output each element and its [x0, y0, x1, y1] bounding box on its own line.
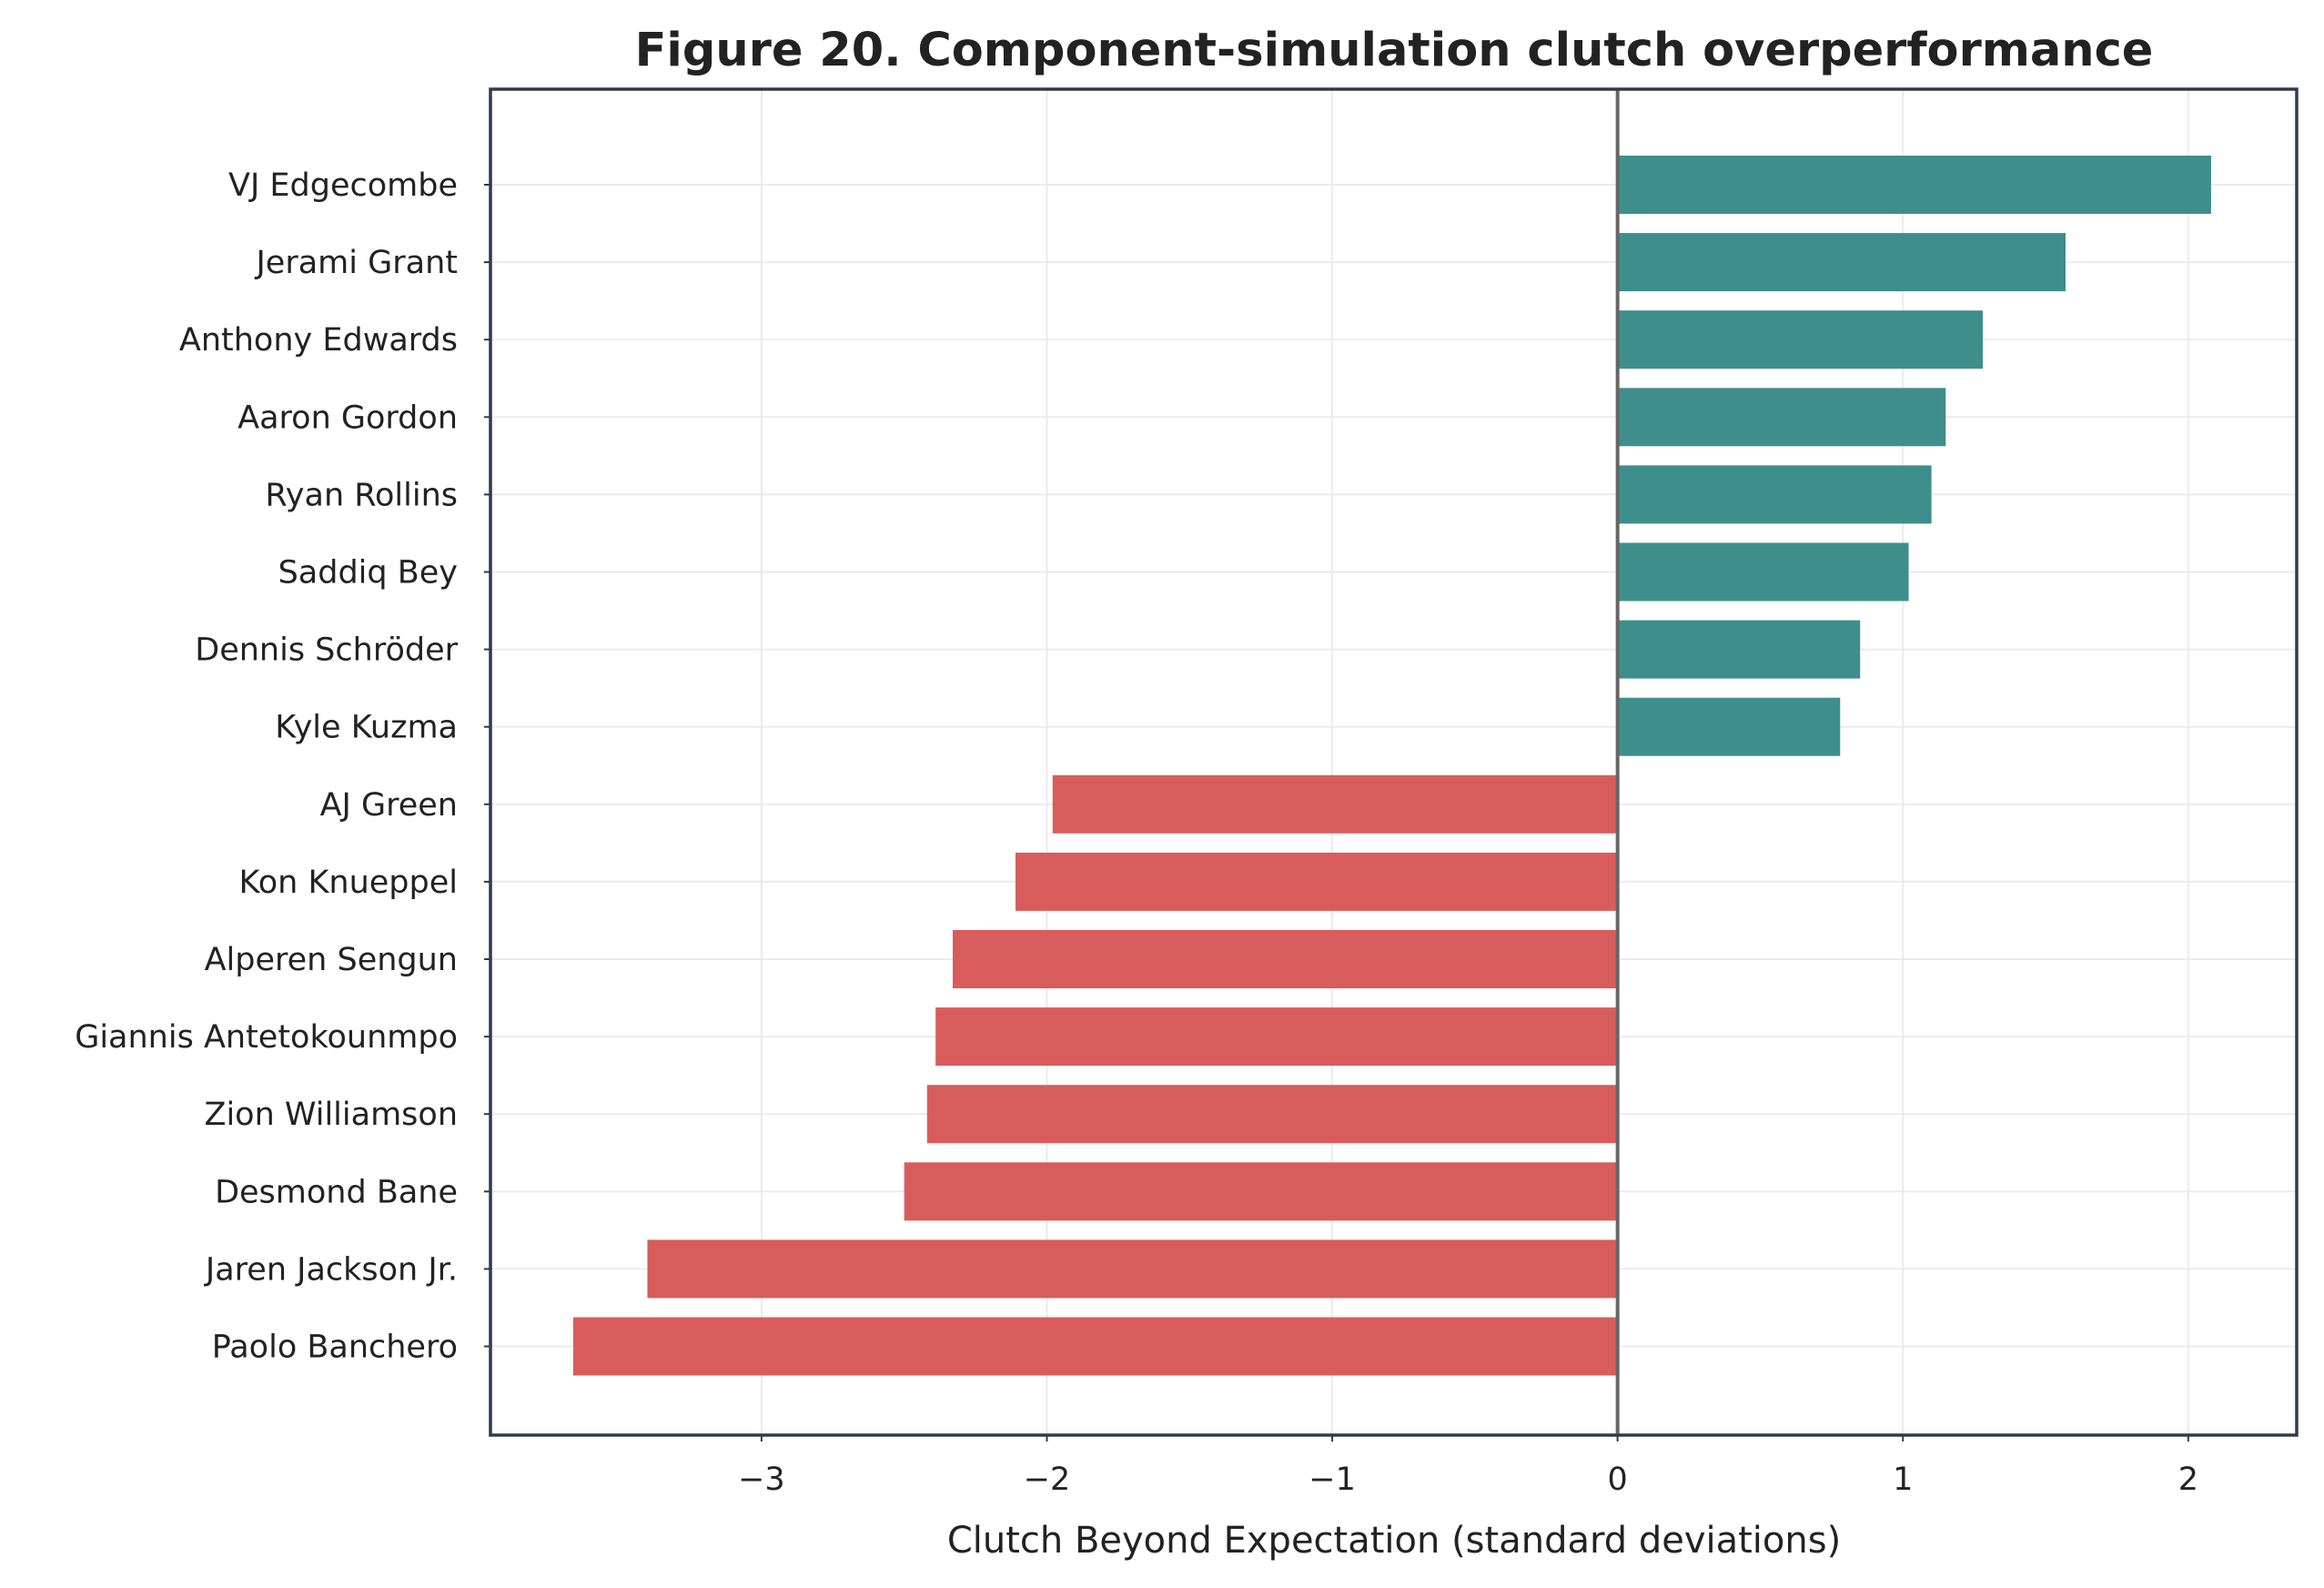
bar [1617, 542, 1909, 602]
x-tick-label: 1 [1893, 1462, 1913, 1498]
bar [1617, 697, 1841, 756]
y-tick-label: Ryan Rollins [265, 477, 458, 513]
x-tick-label: 0 [1608, 1462, 1628, 1498]
bar [953, 930, 1618, 988]
bar [1617, 310, 1984, 369]
chart-title: Figure 20. Component-simulation clutch o… [635, 24, 2154, 77]
y-tick-label: Dennis Schröder [195, 632, 458, 669]
y-tick-label: Paolo Banchero [212, 1330, 458, 1366]
bar [1617, 388, 1946, 447]
y-tick-label: Zion Williamson [204, 1097, 458, 1133]
bar [572, 1317, 1618, 1376]
bar [1617, 233, 2066, 292]
y-tick-label: Aaron Gordon [237, 400, 458, 436]
bar [935, 1007, 1618, 1067]
bar [904, 1162, 1618, 1221]
y-tick-label: Kon Knueppel [239, 865, 458, 901]
y-tick-label: Alperen Sengun [205, 942, 458, 978]
plot-frame [489, 87, 2299, 1437]
x-tick-label: −1 [1309, 1462, 1356, 1498]
x-tick-label: −2 [1024, 1462, 1071, 1498]
bar [1617, 620, 1861, 679]
y-tick-label: AJ Green [320, 787, 458, 824]
bar [647, 1239, 1618, 1299]
bar [1015, 852, 1618, 911]
bar [1052, 774, 1618, 834]
x-tick-label: −3 [738, 1462, 785, 1498]
y-tick-label: Anthony Edwards [179, 322, 458, 359]
y-tick-label: Kyle Kuzma [275, 710, 458, 746]
x-axis-label: Clutch Beyond Expectation (standard devi… [947, 1520, 1841, 1562]
y-tick-label: Jaren Jackson Jr. [204, 1251, 458, 1288]
y-tick-labels: VJ Edgecombe Jerami Grant Anthony Edwards A… [75, 167, 490, 1366]
bar [1617, 156, 2211, 214]
bar [926, 1085, 1618, 1144]
x-tick-labels: −3 −2 −1 0 1 2 [738, 1435, 2198, 1498]
y-tick-label: Saddiq Bey [278, 555, 458, 592]
y-tick-label: Jerami Grant [254, 245, 458, 281]
y-tick-label: Desmond Bane [215, 1174, 458, 1210]
bar-layer [572, 156, 2211, 1376]
y-tick-label: VJ Edgecombe [228, 167, 458, 204]
x-tick-label: 2 [2178, 1462, 2198, 1498]
bar [1617, 465, 1932, 524]
y-tick-label: Giannis Antetokounmpo [75, 1019, 458, 1056]
